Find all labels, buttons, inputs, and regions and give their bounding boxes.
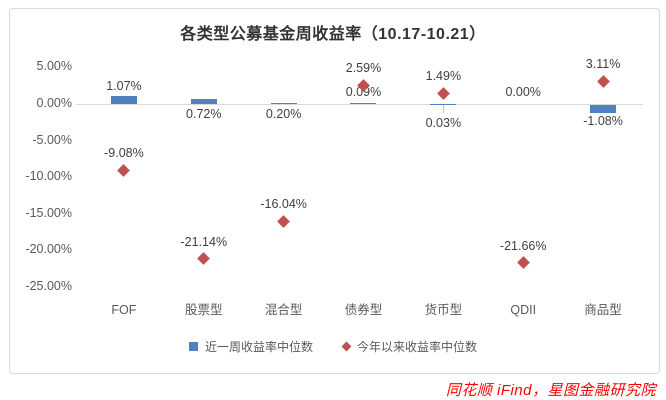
legend-item-ytd-median: 今年以来收益率中位数 [341,338,478,355]
marker-data-label: -21.14% [180,234,228,249]
y-axis-tick-label: -20.00% [25,242,72,257]
bar [270,102,297,104]
bar [190,98,217,104]
marker-data-label: -21.66% [499,238,547,253]
bar-data-label: 0.09% [345,85,382,99]
y-axis-tick-label: -10.00% [25,169,72,184]
bar [590,105,617,113]
marker-data-label: -9.08% [104,146,144,161]
x-axis-category-label: 商品型 [584,303,622,317]
x-axis-category-label: 债券型 [344,303,383,317]
x-axis-zero-line [76,104,643,105]
bar-data-label: 0.20% [265,107,302,121]
bar-data-label: 0.00% [505,85,541,99]
legend: 近一周收益率中位数 今年以来收益率中位数 [0,338,666,354]
marker-data-label: 2.59% [345,61,382,76]
legend-diamond-swatch-icon [341,341,352,351]
bar [110,96,137,104]
diamond-marker [197,252,211,266]
x-axis-category-label: QDII [510,303,537,317]
bar-data-label: 0.72% [186,107,222,121]
bar-data-label: -1.08% [583,113,623,128]
x-axis-category-label: 混合型 [264,303,303,317]
y-axis-tick-label: -15.00% [25,205,72,220]
bar [350,103,377,104]
diamond-marker [596,74,610,88]
diamond-marker [516,256,530,269]
source-attribution: 同花顺 iFind，星图金融研究院 [445,382,656,399]
x-axis-category-label: 股票型 [185,303,223,317]
diamond-marker [436,86,450,100]
diamond-marker [277,215,291,228]
y-axis-tick-label: 5.00% [36,59,72,74]
y-axis-tick-label: 0.00% [36,96,72,110]
chart-title: 各类型公募基金周收益率（10.17-10.21） [180,26,486,43]
chart-frame [9,8,660,374]
legend-label-ytd: 今年以来收益率中位数 [357,339,478,354]
legend-item-weekly-median: 近一周收益率中位数 [188,338,313,355]
x-axis-category-label: FOF [111,303,137,317]
legend-bar-swatch-icon [188,341,198,351]
bar-data-label: 0.03% [425,116,462,130]
label-leader-line [443,105,445,113]
diamond-marker [117,164,131,177]
y-axis-tick-label: -25.00% [25,279,72,293]
marker-data-label: -16.04% [260,197,307,212]
marker-data-label: 1.49% [425,69,462,84]
legend-label-weekly: 近一周收益率中位数 [204,339,313,354]
y-axis-tick-label: -5.00% [32,132,72,147]
marker-data-label: 3.11% [585,57,621,72]
x-axis-category-label: 货币型 [424,303,463,317]
bar-data-label: 1.07% [106,79,142,94]
